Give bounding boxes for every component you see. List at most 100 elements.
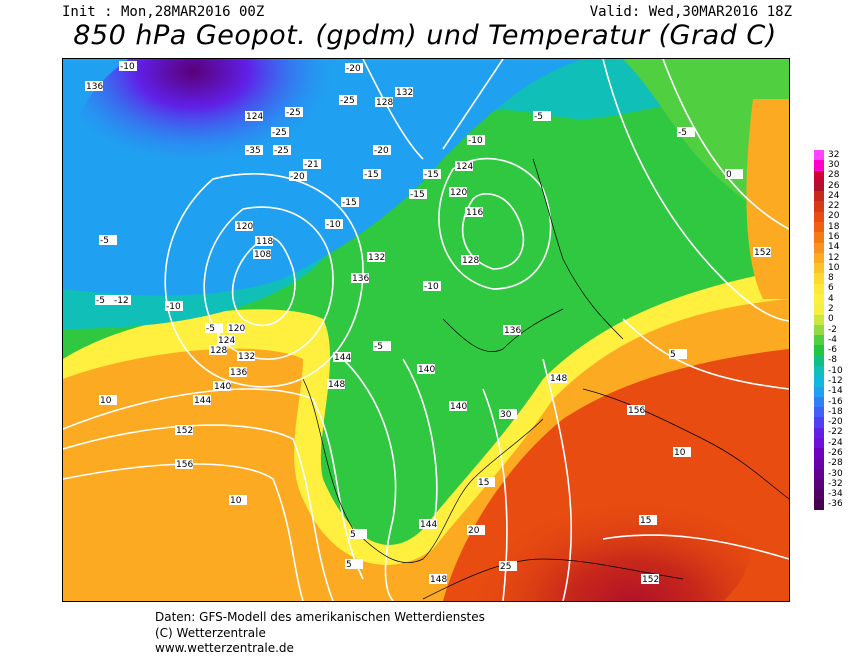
temperature-label: -5 bbox=[206, 324, 215, 334]
colorbar-segment bbox=[814, 191, 824, 202]
colorbar-segment bbox=[814, 294, 824, 305]
colorbar-tick: -36 bbox=[828, 499, 843, 510]
geopotential-label: 152 bbox=[642, 575, 659, 585]
weather-map: 136 124 128 120 118 108 132 116 120 124 … bbox=[62, 58, 790, 602]
geopotential-label: 128 bbox=[462, 256, 479, 266]
geopotential-label: 148 bbox=[550, 374, 567, 384]
colorbar-segment bbox=[814, 417, 824, 429]
temperature-label: 10 bbox=[230, 496, 242, 506]
geopotential-label: 124 bbox=[218, 336, 235, 346]
temperature-label: 20 bbox=[468, 526, 480, 536]
colorbar-segment bbox=[814, 324, 824, 336]
colorbar-segment bbox=[814, 345, 824, 357]
colorbar-segment bbox=[814, 407, 824, 418]
colorbar-segment bbox=[814, 448, 824, 460]
colorbar-tick: 26 bbox=[828, 180, 840, 191]
geopotential-label: 128 bbox=[210, 346, 227, 356]
colorbar-segment bbox=[814, 427, 824, 439]
geopotential-label: 132 bbox=[238, 352, 255, 362]
colorbar-segment bbox=[814, 252, 824, 264]
geopotential-label: 144 bbox=[194, 396, 211, 406]
temperature-label: 25 bbox=[500, 562, 511, 572]
colorbar-tick: 16 bbox=[828, 231, 840, 242]
coastlines bbox=[302, 158, 789, 600]
temperature-label: 10 bbox=[674, 448, 686, 458]
colorbar-tick: -32 bbox=[828, 478, 843, 489]
temperature-label: -25 bbox=[274, 146, 289, 156]
temperature-label: -20 bbox=[290, 172, 305, 182]
colorbar-tick: 20 bbox=[828, 211, 840, 222]
geopotential-label: 148 bbox=[430, 575, 447, 585]
colorbar-segment bbox=[814, 386, 824, 398]
valid-time-label: Valid: Wed,30MAR2016 18Z bbox=[589, 4, 792, 20]
temperature-label: 5 bbox=[670, 350, 676, 360]
geopotential-label: 136 bbox=[230, 368, 247, 378]
temperature-label: -5 bbox=[678, 128, 687, 138]
colorbar-tick: -30 bbox=[828, 468, 843, 479]
colorbar-tick: -24 bbox=[828, 437, 843, 448]
geopotential-label: 124 bbox=[246, 112, 263, 122]
colorbar-segment bbox=[814, 283, 824, 295]
temperature-label: -5 bbox=[374, 342, 383, 352]
colorbar-tick: -26 bbox=[828, 447, 843, 458]
colorbar-tick: 18 bbox=[828, 221, 840, 232]
temp-zone-cold-core bbox=[73, 59, 473, 279]
colorbar-tick: -14 bbox=[828, 386, 843, 397]
geopotential-label: 136 bbox=[504, 326, 521, 336]
temperature-label: -10 bbox=[424, 282, 439, 292]
colorbar-segment bbox=[814, 468, 824, 480]
colorbar-tick: -34 bbox=[828, 489, 843, 500]
colorbar-segment bbox=[814, 396, 824, 408]
temperature-label: 5 bbox=[350, 530, 356, 540]
geopotential-label: 144 bbox=[334, 353, 351, 363]
temperature-label: -25 bbox=[286, 108, 301, 118]
temperature-label: -25 bbox=[272, 128, 287, 138]
geopotential-label: 144 bbox=[420, 520, 437, 530]
geopotential-label: 128 bbox=[376, 98, 393, 108]
colorbar-tick: 4 bbox=[828, 293, 834, 304]
geopotential-label: 108 bbox=[254, 250, 271, 260]
geopotential-label: 116 bbox=[466, 208, 483, 218]
temperature-label: -5 bbox=[100, 236, 109, 246]
temperature-label: -15 bbox=[342, 198, 357, 208]
colorbar-segment bbox=[814, 366, 824, 377]
geopotential-label: 132 bbox=[368, 253, 385, 263]
colorbar-tick: -28 bbox=[828, 458, 843, 469]
geopotential-label: 140 bbox=[450, 402, 467, 412]
colorbar-tick: 12 bbox=[828, 252, 840, 263]
map-canvas: 136 124 128 120 118 108 132 116 120 124 … bbox=[63, 59, 789, 601]
geopotential-label: 132 bbox=[396, 88, 413, 98]
colorbar-tick: 30 bbox=[828, 159, 840, 170]
colorbar-segment bbox=[814, 376, 824, 388]
temp-zone-hot-core bbox=[413, 429, 753, 601]
colorbar-tick: 22 bbox=[828, 201, 840, 212]
geopotential-label: 156 bbox=[628, 406, 645, 416]
geopotential-label: 120 bbox=[450, 188, 467, 198]
colorbar-segment bbox=[814, 150, 824, 161]
colorbar-segment bbox=[814, 335, 824, 346]
colorbar-segment bbox=[814, 232, 824, 244]
temperature-label: -25 bbox=[340, 96, 355, 106]
geopotential-label: 152 bbox=[754, 248, 771, 258]
colorbar-tick: 10 bbox=[828, 262, 840, 273]
colorbar-segment bbox=[814, 489, 824, 501]
colorbar-tick: 28 bbox=[828, 170, 840, 181]
temperature-label: 10 bbox=[100, 396, 112, 406]
temperature-label: -10 bbox=[326, 220, 341, 230]
colorbar-segment bbox=[814, 263, 824, 274]
colorbar-tick: -8 bbox=[828, 355, 837, 366]
temperature-label: 30 bbox=[500, 410, 512, 420]
temperature-label: 15 bbox=[478, 478, 489, 488]
temperature-label: 0 bbox=[726, 170, 732, 180]
footer-data-source: Daten: GFS-Modell des amerikanischen Wet… bbox=[155, 610, 485, 624]
colorbar-tick: 8 bbox=[828, 273, 834, 284]
geopotential-label: 118 bbox=[256, 237, 273, 247]
colorbar-tick: -10 bbox=[828, 365, 843, 376]
colorbar-segment bbox=[814, 170, 824, 182]
colorbar-tick: 32 bbox=[828, 149, 840, 160]
colorbar-tick: 24 bbox=[828, 190, 840, 201]
colorbar-tick: -20 bbox=[828, 417, 843, 428]
colorbar-tick: -4 bbox=[828, 334, 837, 345]
contour-labels: 136 124 128 120 118 108 132 116 120 124 … bbox=[85, 61, 771, 585]
colorbar-tick: 2 bbox=[828, 303, 834, 314]
